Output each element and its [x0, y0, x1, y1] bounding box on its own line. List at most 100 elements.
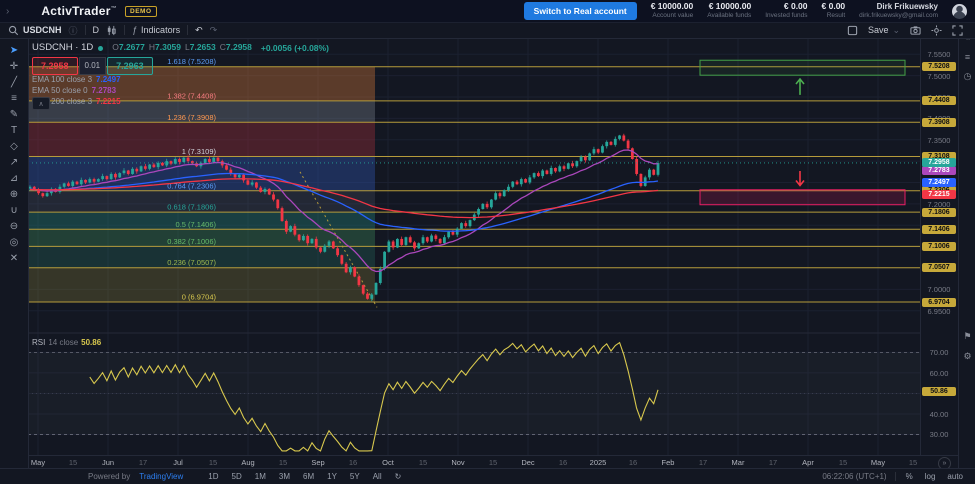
time-tick: 15 [488, 458, 498, 467]
brush-icon[interactable]: ✎ [9, 108, 19, 120]
indicator-row[interactable]: EMA 100 close 3 7.2497 [32, 75, 121, 85]
watchlist-icon[interactable]: ≡ [964, 51, 971, 62]
price-axis-label: 7.5500 [927, 50, 951, 60]
up-arrow-marker [795, 77, 805, 95]
legend-collapse-button[interactable]: ∧ [32, 97, 50, 110]
history-icon[interactable]: ◷ [963, 71, 972, 81]
magnet-icon[interactable]: ∪ [10, 204, 18, 216]
redo-button[interactable]: ↷ [209, 24, 218, 35]
price-badge: 7.5208 [922, 62, 956, 72]
chevron-down-icon: ⌄ [892, 24, 900, 35]
remove-drawings-icon[interactable]: ✕ [9, 252, 19, 264]
bottom-bar-right: 06:22:06 (UTC+1) % log auto [822, 472, 965, 481]
cursor-icon[interactable]: ➤ [9, 44, 19, 56]
toolbar-divider [124, 25, 126, 35]
ema-200-line [30, 178, 659, 219]
range-button-1d[interactable]: 1D [208, 472, 219, 481]
arrow-marker-icon[interactable]: ↗ [9, 156, 19, 168]
range-button-3m[interactable]: 3M [278, 472, 290, 481]
rsi-legend[interactable]: RSI 14 close 50.86 [32, 338, 102, 347]
price-axis-label: 7.5000 [927, 71, 951, 81]
auto-scale-button[interactable]: auto [947, 472, 963, 481]
timeframe-button[interactable]: D [92, 25, 100, 35]
account-stats: € 10000.00 Account value € 10000.00 Availab… [651, 1, 846, 20]
measure-icon[interactable]: ⊿ [9, 172, 19, 184]
range-button-1y[interactable]: 1Y [327, 472, 337, 481]
annotations [699, 59, 906, 206]
price-badge: 7.4408 [922, 96, 956, 106]
indicator-row[interactable]: EMA 200 close 3 7.2215 [32, 96, 121, 106]
quantity-field[interactable]: 0.01 [78, 57, 107, 76]
time-tick: 16 [348, 458, 358, 467]
alerts-icon[interactable]: ⚑ [963, 331, 972, 341]
save-layout-button[interactable]: Save ⌄ [867, 24, 900, 36]
chart-toolbar: USDCNH ⓘ D ƒ Indicators ↶ ↷ Save ⌄ [0, 22, 975, 39]
indicator-legend-rows: EMA 100 close 3 7.2497 EMA 50 close 0 7.278… [32, 75, 329, 107]
fib-extension-drawing: 0 (6.9704) 0.236 (7.0507) 0.382 (7.1006) 0.… [28, 57, 920, 308]
zoom-in-icon[interactable]: ⊕ [9, 188, 19, 200]
account-stat: € 0.00 Result [821, 1, 846, 20]
user-info[interactable]: Dirk Frikuewsky dirk.frikuewsky@gmail.co… [859, 2, 938, 19]
price-badge: 7.1406 [922, 224, 956, 234]
camera-icon[interactable] [910, 25, 921, 36]
range-button-1m[interactable]: 1M [254, 472, 266, 481]
time-tick: Sep [311, 458, 325, 467]
lock-all-icon[interactable]: ⊖ [9, 220, 19, 232]
app-header: › ActivTrader™ DEMO Switch to Real accou… [0, 0, 975, 23]
avatar[interactable] [952, 3, 967, 19]
range-button-5y[interactable]: 5Y [349, 472, 360, 481]
price-badge: 7.2958 [922, 158, 956, 168]
time-axis[interactable]: » May 15 Jun 17 Jul 15 Aug 15 Sep 16 Oct 15 Nov 15 Dec… [0, 455, 958, 470]
time-tick: Feb [661, 458, 675, 467]
tradingview-link[interactable]: TradingView [139, 472, 184, 481]
indicator-row[interactable]: EMA 50 close 0 7.2783 [32, 86, 117, 96]
powered-by-label: Powered by [88, 472, 131, 481]
trend-line-icon[interactable]: ╱ [10, 76, 18, 88]
range-button-6m[interactable]: 6M [303, 472, 315, 481]
refresh-icon[interactable]: ↻ [394, 472, 402, 481]
legend-title[interactable]: USDCNH · 1D [32, 42, 94, 53]
shapes-icon[interactable]: ◇ [10, 140, 18, 152]
time-tick: 15 [68, 458, 78, 467]
time-tick: 2025 [589, 458, 607, 467]
time-tick: Jul [173, 458, 183, 467]
crosshair-icon[interactable]: ✛ [9, 60, 19, 72]
switch-to-real-account-button[interactable]: Switch to Real account [523, 2, 637, 20]
buy-button[interactable]: 7.2963 [107, 57, 153, 76]
range-button-5d[interactable]: 5D [231, 472, 242, 481]
percent-scale-button[interactable]: % [905, 472, 913, 481]
time-tick: 15 [208, 458, 218, 467]
clock-label[interactable]: 06:22:06 (UTC+1) [822, 472, 887, 481]
bottom-bar: Powered by TradingView 1D 5D 1M 3M 6M 1Y 5Y All… [0, 468, 975, 484]
fib-level-label: 0.618 (7.1806) [167, 203, 216, 212]
text-icon[interactable]: T [10, 124, 18, 136]
time-tick: 15 [278, 458, 288, 467]
range-button-all[interactable]: All [372, 472, 382, 481]
symbol-search-button[interactable]: USDCNH [8, 25, 62, 36]
chart-toolbar-right: Save ⌄ [847, 25, 963, 36]
chart-style-button[interactable] [106, 25, 117, 36]
price-badge: 7.2783 [922, 165, 956, 175]
fullscreen-icon[interactable] [952, 24, 963, 36]
time-tick: May [870, 458, 886, 467]
expand-sidebar-icon[interactable]: › [6, 5, 10, 17]
market-open-icon [98, 45, 104, 51]
symbol-info-icon[interactable]: ⓘ [68, 25, 78, 36]
time-tick: 16 [558, 458, 568, 467]
hide-all-icon[interactable]: ◎ [9, 236, 19, 248]
rsi-axis-label: 60.00 [929, 368, 949, 378]
log-scale-button[interactable]: log [924, 472, 936, 481]
undo-button[interactable]: ↶ [195, 24, 203, 35]
fib-level-label: 0.764 (7.2306) [167, 181, 216, 190]
price-axis[interactable]: 7.55007.50007.45007.40007.35007.30007.25… [920, 38, 959, 455]
indicators-button[interactable]: ƒ Indicators [132, 25, 181, 35]
user-name: Dirk Frikuewsky [876, 2, 938, 12]
sell-button[interactable]: 7.2958 [32, 57, 78, 76]
gear-icon[interactable] [931, 24, 942, 36]
price-axis-label: 7.3500 [927, 135, 951, 145]
panel-settings-icon[interactable]: ⚙ [963, 351, 972, 361]
layout-icon[interactable] [847, 25, 858, 36]
demo-badge: DEMO [125, 5, 157, 17]
fib-retracement-icon[interactable]: ≡ [11, 92, 17, 104]
